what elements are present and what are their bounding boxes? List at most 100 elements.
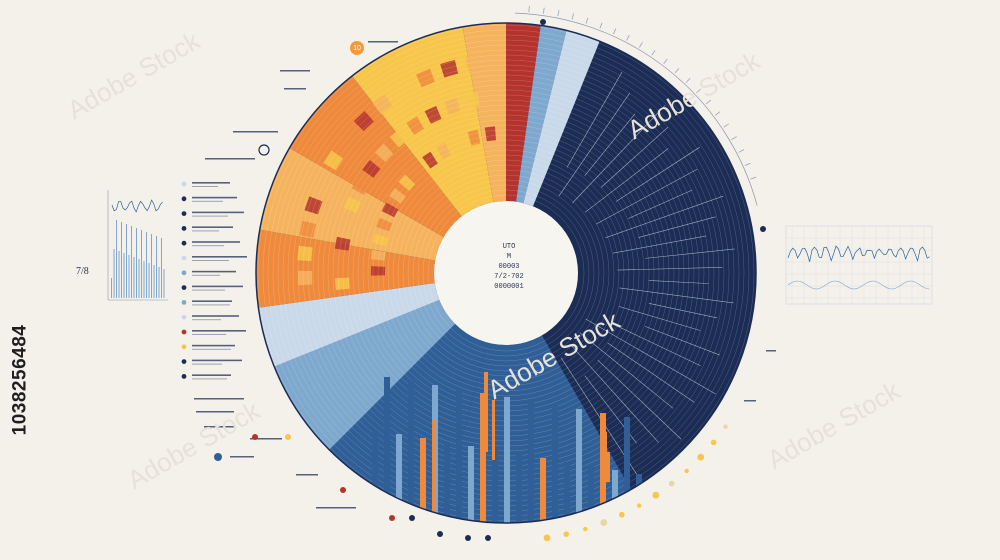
left-chart-bar (141, 230, 142, 298)
disc-radial-line (648, 280, 709, 284)
disc-block (381, 202, 399, 218)
disc-vertical-bar (576, 409, 582, 523)
legend-line (192, 374, 231, 376)
disc-vertical-bar (358, 483, 364, 523)
image-id-text: 1038256484 (9, 324, 31, 436)
disc-radial-line (584, 113, 636, 177)
left-chart-bar (158, 267, 160, 298)
small-icon-circle (258, 144, 270, 156)
disc-block (362, 159, 381, 178)
legend-line (192, 226, 233, 228)
left-chart-bar (138, 259, 140, 298)
disc-radial-line (615, 146, 700, 202)
outer-tick (639, 42, 643, 48)
disc-vertical-bar (480, 393, 486, 523)
left-chart-bar (113, 249, 115, 298)
bottom-icon-dot (485, 535, 491, 541)
legend-line (192, 285, 243, 288)
bottom-icon-dot (465, 535, 471, 541)
disc-radial-line (645, 248, 735, 259)
left-chart-bar (118, 251, 120, 298)
legend-line (192, 315, 239, 317)
legend-dot (181, 285, 187, 290)
text-placeholder (368, 41, 398, 43)
disc-radial-line (644, 326, 720, 356)
left-chart-bar (131, 226, 132, 298)
bottom-icon-dot (340, 487, 346, 493)
legend-dot (181, 374, 187, 379)
disc-accent-bar (432, 420, 435, 520)
legend-line (192, 289, 225, 291)
disc-block (353, 110, 374, 132)
left-chart-bar (151, 234, 152, 298)
outer-tick (705, 99, 711, 105)
legend-dot (181, 359, 187, 364)
disc-block (375, 217, 393, 232)
disc-radial-line (612, 235, 707, 254)
disc-block (337, 216, 355, 232)
disc-radial-line (600, 126, 669, 188)
text-placeholder (296, 474, 318, 476)
disc-block (465, 92, 480, 109)
disc-radial-line (618, 306, 701, 331)
legend-line (192, 359, 242, 362)
legend-line (192, 334, 226, 335)
outer-tick (585, 17, 589, 24)
disc-vertical-bar (516, 454, 522, 523)
legend-line (192, 348, 231, 350)
disc-block (415, 68, 435, 88)
disc-block (334, 236, 351, 251)
disc-block (398, 174, 416, 191)
disc-block (436, 142, 452, 160)
disc-block (484, 126, 497, 142)
outer-tick (744, 162, 751, 166)
disc-block (409, 162, 426, 180)
outer-tick (663, 58, 668, 64)
outer-tick (715, 111, 721, 116)
disc-vertical-bar (612, 470, 618, 523)
text-placeholder (204, 426, 234, 428)
outer-dot (563, 531, 570, 537)
outer-tick (651, 50, 656, 56)
legend-line (192, 186, 218, 187)
disc-radial-line (579, 332, 674, 409)
outer-tick (626, 34, 630, 41)
disc-outline (255, 22, 757, 524)
disc-block (370, 249, 386, 261)
outer-tick (723, 123, 729, 128)
legend-line (192, 378, 227, 380)
left-blue-dot (214, 453, 222, 461)
center-label-4: 7/2-702 (494, 273, 524, 281)
disc-vertical-bar (600, 413, 606, 523)
legend-line (192, 319, 221, 321)
left-chart-bar (153, 265, 155, 298)
disc-block (451, 135, 466, 152)
disc-radial-line (614, 324, 701, 367)
right-mini-chart (785, 225, 933, 305)
outer-dot (684, 468, 689, 474)
disc-block (343, 196, 362, 213)
disc-ring (392, 159, 620, 387)
disc-block (440, 60, 459, 78)
text-placeholder (766, 350, 776, 352)
text-placeholder (196, 411, 234, 413)
outer-dot (600, 519, 608, 526)
arc-endpoint-dot (540, 19, 546, 25)
right-chart-line (787, 245, 930, 263)
legend-dot (181, 196, 187, 202)
disc-block (299, 220, 317, 238)
bottom-icon-dot (252, 434, 258, 440)
left-chart-bar (163, 269, 165, 298)
left-chart-bar (121, 222, 122, 298)
disc-ring (417, 184, 595, 362)
disc-vertical-bar (540, 458, 546, 523)
disc-vertical-bar (408, 381, 414, 523)
disc-accent-bar (484, 372, 488, 452)
disc-block (406, 116, 425, 135)
bottom-icon-dot (285, 434, 291, 440)
disc-ring (422, 189, 590, 357)
text-placeholder (250, 438, 282, 440)
text-placeholder (284, 88, 306, 90)
text-placeholder (744, 400, 756, 402)
legend-line (192, 260, 229, 261)
